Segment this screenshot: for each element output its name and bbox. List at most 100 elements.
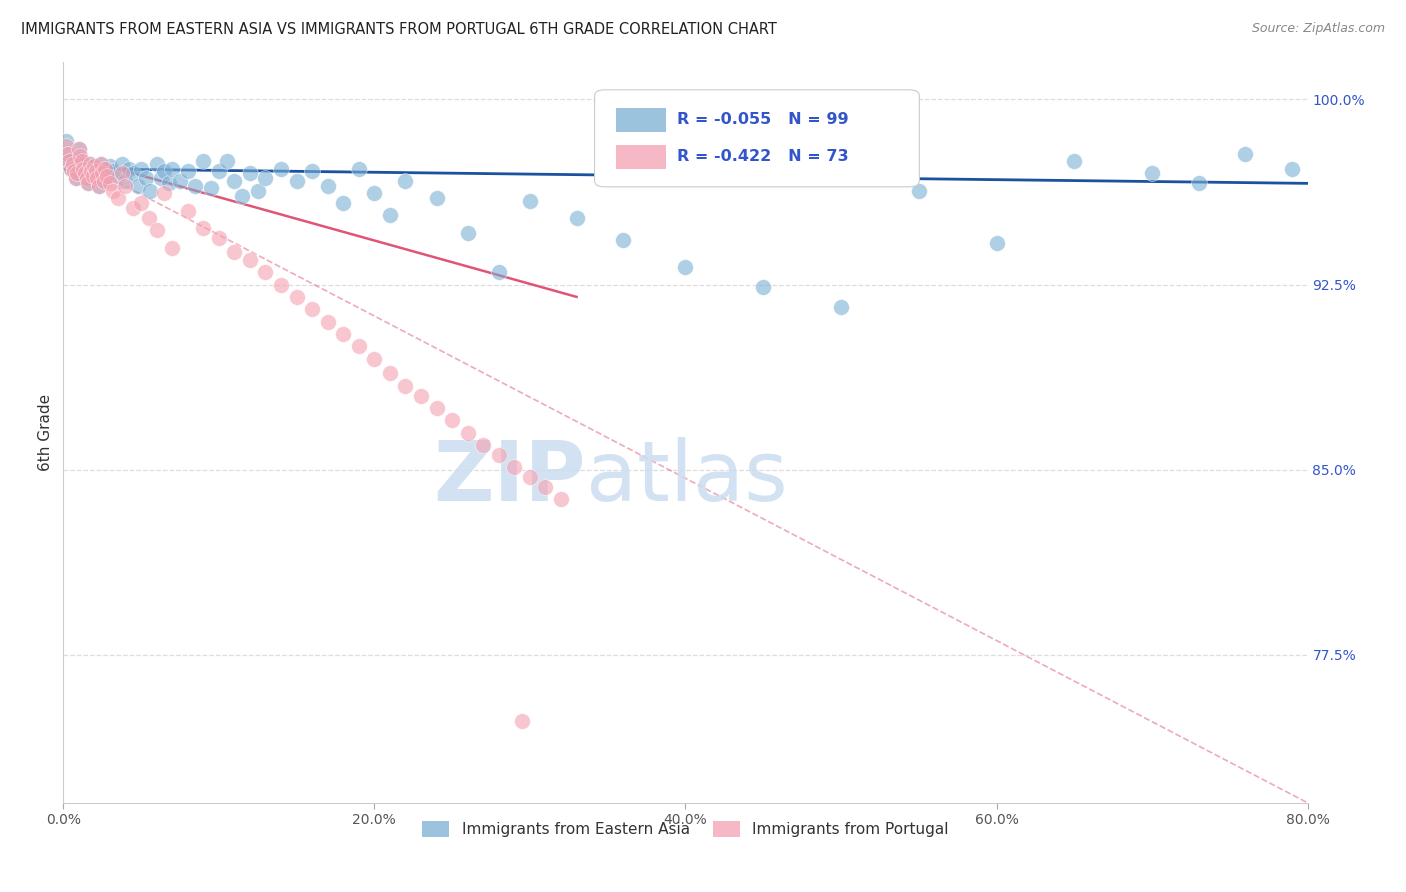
Point: [77, 177, 100, 191]
Point: [82, 169, 104, 183]
Point: [96, 169, 118, 183]
Point: [153, 164, 176, 178]
Point: [150, 171, 173, 186]
Point: [254, 171, 277, 186]
Point: [129, 196, 152, 211]
Point: [86, 171, 108, 186]
Point: [285, 290, 308, 304]
Point: [139, 184, 162, 198]
Point: [107, 169, 129, 183]
Point: [82, 169, 104, 183]
Point: [612, 233, 634, 247]
Point: [519, 194, 541, 208]
Point: [301, 164, 323, 178]
Point: [332, 326, 354, 341]
Point: [60, 161, 83, 176]
Legend: Immigrants from Eastern Asia, Immigrants from Portugal: Immigrants from Eastern Asia, Immigrants…: [416, 815, 955, 843]
Point: [193, 154, 215, 169]
Point: [394, 378, 416, 392]
Point: [316, 178, 339, 193]
Point: [1281, 161, 1303, 176]
Point: [93, 174, 115, 188]
Point: [488, 448, 510, 462]
Point: [111, 156, 134, 170]
Point: [67, 142, 90, 156]
Point: [69, 149, 91, 163]
Point: [127, 178, 149, 193]
Point: [62, 156, 84, 170]
Point: [145, 156, 167, 170]
Point: [94, 161, 117, 176]
Point: [550, 492, 572, 507]
Point: [457, 425, 479, 440]
Point: [86, 171, 108, 186]
Point: [1234, 146, 1257, 161]
Point: [65, 171, 87, 186]
Point: [60, 161, 83, 176]
Point: [66, 166, 89, 180]
Text: R = -0.055   N = 99: R = -0.055 N = 99: [676, 112, 848, 127]
Point: [301, 302, 323, 317]
Point: [62, 152, 84, 166]
Point: [830, 300, 852, 314]
Point: [72, 161, 94, 176]
Point: [76, 171, 98, 186]
Point: [98, 159, 121, 173]
Point: [70, 154, 93, 169]
Y-axis label: 6th Grade: 6th Grade: [38, 394, 53, 471]
Point: [426, 401, 449, 415]
Point: [510, 714, 533, 729]
Point: [270, 277, 292, 292]
Point: [246, 184, 269, 198]
Point: [347, 161, 370, 176]
Point: [84, 164, 107, 178]
Point: [73, 166, 96, 180]
Text: atlas: atlas: [586, 436, 787, 517]
Point: [378, 209, 401, 223]
Point: [56, 146, 79, 161]
Point: [111, 166, 134, 180]
Point: [193, 220, 215, 235]
Point: [98, 177, 121, 191]
Point: [177, 164, 200, 178]
Point: [55, 135, 77, 149]
Point: [107, 191, 129, 205]
Point: [160, 240, 183, 254]
Point: [200, 181, 222, 195]
Point: [138, 211, 160, 225]
Point: [73, 166, 96, 180]
Point: [1063, 154, 1085, 169]
Point: [76, 171, 98, 186]
Point: [145, 223, 167, 237]
Point: [101, 184, 124, 198]
Point: [129, 161, 152, 176]
Point: [316, 314, 339, 328]
Point: [80, 164, 103, 178]
Point: [752, 280, 775, 294]
Point: [1140, 166, 1163, 180]
Point: [94, 161, 117, 176]
Point: [675, 260, 697, 275]
Point: [79, 156, 101, 170]
Point: [441, 413, 464, 427]
Point: [135, 171, 157, 186]
Point: [215, 154, 238, 169]
Point: [231, 188, 253, 202]
Point: [91, 166, 114, 180]
Point: [224, 174, 246, 188]
Point: [394, 174, 416, 188]
Point: [80, 164, 103, 178]
Point: [63, 164, 86, 178]
Point: [363, 351, 385, 366]
Point: [93, 174, 115, 188]
Point: [87, 178, 110, 193]
Point: [83, 159, 105, 173]
FancyBboxPatch shape: [616, 145, 665, 169]
Point: [66, 166, 89, 180]
Point: [65, 171, 87, 186]
Point: [409, 388, 432, 402]
Text: ZIP: ZIP: [433, 436, 586, 517]
Point: [378, 367, 401, 381]
Point: [117, 161, 139, 176]
Point: [457, 226, 479, 240]
